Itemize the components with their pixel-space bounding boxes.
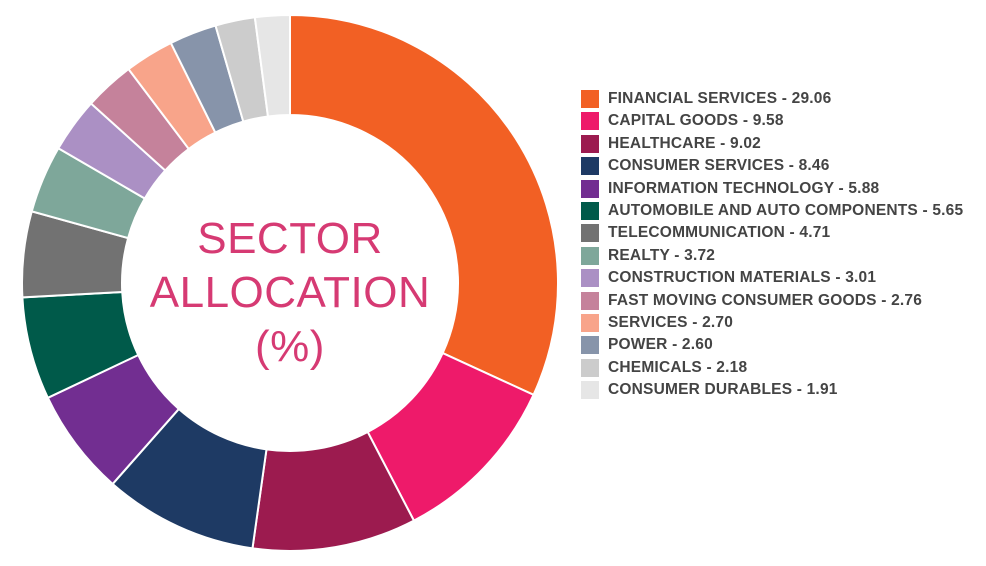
legend-label: CHEMICALS - 2.18 — [608, 358, 748, 376]
legend-swatch — [581, 314, 599, 333]
legend-item: REALTY - 3.72 — [581, 245, 981, 267]
legend-item: CONSTRUCTION MATERIALS - 3.01 — [581, 267, 981, 289]
legend-item: FAST MOVING CONSUMER GOODS - 2.76 — [581, 290, 981, 312]
legend-label: CONSUMER SERVICES - 8.46 — [608, 157, 830, 175]
chart-center-title: SECTOR ALLOCATION (%) — [140, 212, 440, 374]
legend-item: TELECOMMUNICATION - 4.71 — [581, 222, 981, 244]
title-line-3: (%) — [255, 322, 325, 371]
legend-label: TELECOMMUNICATION - 4.71 — [608, 224, 831, 242]
legend-swatch — [581, 291, 599, 310]
legend-label: POWER - 2.60 — [608, 336, 713, 354]
legend-swatch — [581, 269, 599, 288]
legend-swatch — [581, 157, 599, 176]
legend-swatch — [581, 134, 599, 153]
legend-item: SERVICES - 2.70 — [581, 312, 981, 334]
legend-label: AUTOMOBILE AND AUTO COMPONENTS - 5.65 — [608, 202, 964, 220]
legend-swatch — [581, 202, 599, 221]
legend-label: FAST MOVING CONSUMER GOODS - 2.76 — [608, 291, 923, 309]
legend-swatch — [581, 90, 599, 108]
legend-item: HEALTHCARE - 9.02 — [581, 133, 981, 155]
legend-swatch — [581, 336, 599, 355]
legend-item: CONSUMER DURABLES - 1.91 — [581, 379, 981, 401]
legend-label: INFORMATION TECHNOLOGY - 5.88 — [608, 179, 880, 197]
legend-item: FINANCIAL SERVICES - 29.06 — [581, 88, 981, 110]
legend-label: SERVICES - 2.70 — [608, 314, 734, 332]
legend-label: REALTY - 3.72 — [608, 246, 716, 264]
title-line-1: SECTOR — [197, 214, 383, 263]
legend-label: HEALTHCARE - 9.02 — [608, 134, 761, 152]
chart-legend: FINANCIAL SERVICES - 29.06 CAPITAL GOODS… — [581, 88, 981, 402]
legend-label: FINANCIAL SERVICES - 29.06 — [608, 90, 832, 107]
legend-label: CONSTRUCTION MATERIALS - 3.01 — [608, 269, 877, 287]
legend-swatch — [581, 246, 599, 265]
donut-slice-financial-services — [289, 13, 559, 397]
legend-item: AUTOMOBILE AND AUTO COMPONENTS - 5.65 — [581, 200, 981, 222]
legend-label: CONSUMER DURABLES - 1.91 — [608, 381, 838, 399]
legend-swatch — [581, 381, 599, 400]
legend-item: CHEMICALS - 2.18 — [581, 357, 981, 379]
legend-item: INFORMATION TECHNOLOGY - 5.88 — [581, 178, 981, 200]
legend-item: CONSUMER SERVICES - 8.46 — [581, 155, 981, 177]
legend-label: CAPITAL GOODS - 9.58 — [608, 112, 784, 130]
legend-swatch — [581, 224, 599, 243]
legend-swatch — [581, 179, 599, 198]
legend-swatch — [581, 112, 599, 131]
donut-slice-consumer-durables — [253, 13, 291, 118]
legend-swatch — [581, 358, 599, 377]
legend-item: POWER - 2.60 — [581, 334, 981, 356]
legend-item: CAPITAL GOODS - 9.58 — [581, 110, 981, 132]
title-line-2: ALLOCATION — [149, 268, 431, 317]
